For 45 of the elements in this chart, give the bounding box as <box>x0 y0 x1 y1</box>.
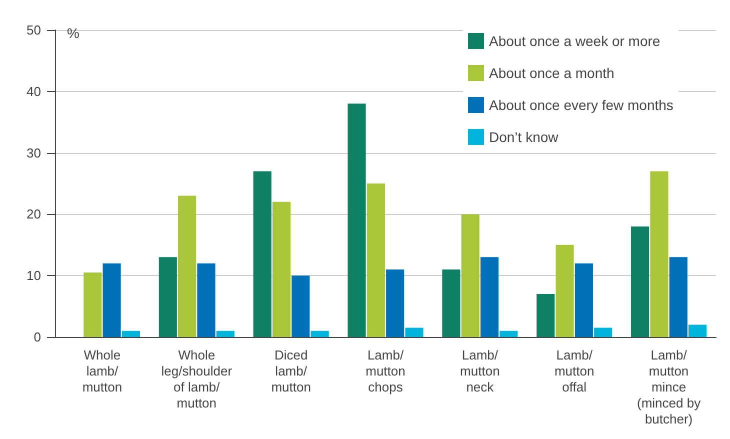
bar <box>669 257 688 337</box>
bar <box>574 263 593 337</box>
x-tick-label: Whole leg/shoulder of lamb/ mutton <box>161 348 233 410</box>
x-tick-label: Diced lamb/ mutton <box>271 348 311 394</box>
legend-label: About once a week or more <box>489 33 660 49</box>
x-tick-label: Lamb/ mutton neck <box>460 348 500 394</box>
y-tick-label: 40 <box>26 84 41 99</box>
y-tick-label: 50 <box>26 22 41 38</box>
bar <box>594 328 612 337</box>
bar <box>197 263 216 337</box>
bar <box>688 324 707 337</box>
bar <box>310 330 329 337</box>
bar <box>158 257 177 337</box>
y-tick-label: 20 <box>26 206 41 222</box>
y-axis-title: % <box>67 25 80 41</box>
bar <box>386 269 404 337</box>
bar <box>480 257 499 337</box>
legend-label: Don’t know <box>489 129 560 145</box>
x-tick-label: Whole lamb/ mutton <box>82 348 122 394</box>
bar <box>292 276 310 337</box>
bar <box>556 244 574 337</box>
bar <box>272 202 291 337</box>
legend-label: About once every few months <box>489 97 674 113</box>
bar <box>366 184 385 337</box>
x-tick-label: Lamb/ mutton offal <box>554 348 594 394</box>
bar <box>442 269 460 337</box>
bar <box>102 263 121 337</box>
y-tick-label: 30 <box>26 145 41 160</box>
bar <box>216 330 234 337</box>
bar <box>500 330 518 337</box>
x-tick-label: Lamb/ mutton mince (minced by butcher) <box>636 348 702 426</box>
y-tick-label: 10 <box>26 268 41 284</box>
bar <box>631 226 650 337</box>
y-tick-label: 0 <box>34 330 41 344</box>
bar <box>536 294 555 337</box>
bar <box>405 328 424 337</box>
bar <box>348 104 366 337</box>
bar <box>650 171 668 337</box>
bar <box>178 196 196 337</box>
bar <box>461 214 480 337</box>
x-tick-label: Lamb/ mutton chops <box>366 348 406 394</box>
bar <box>253 171 272 337</box>
bar <box>84 272 102 337</box>
bar <box>122 330 140 337</box>
legend-label: About once a month <box>489 65 614 81</box>
